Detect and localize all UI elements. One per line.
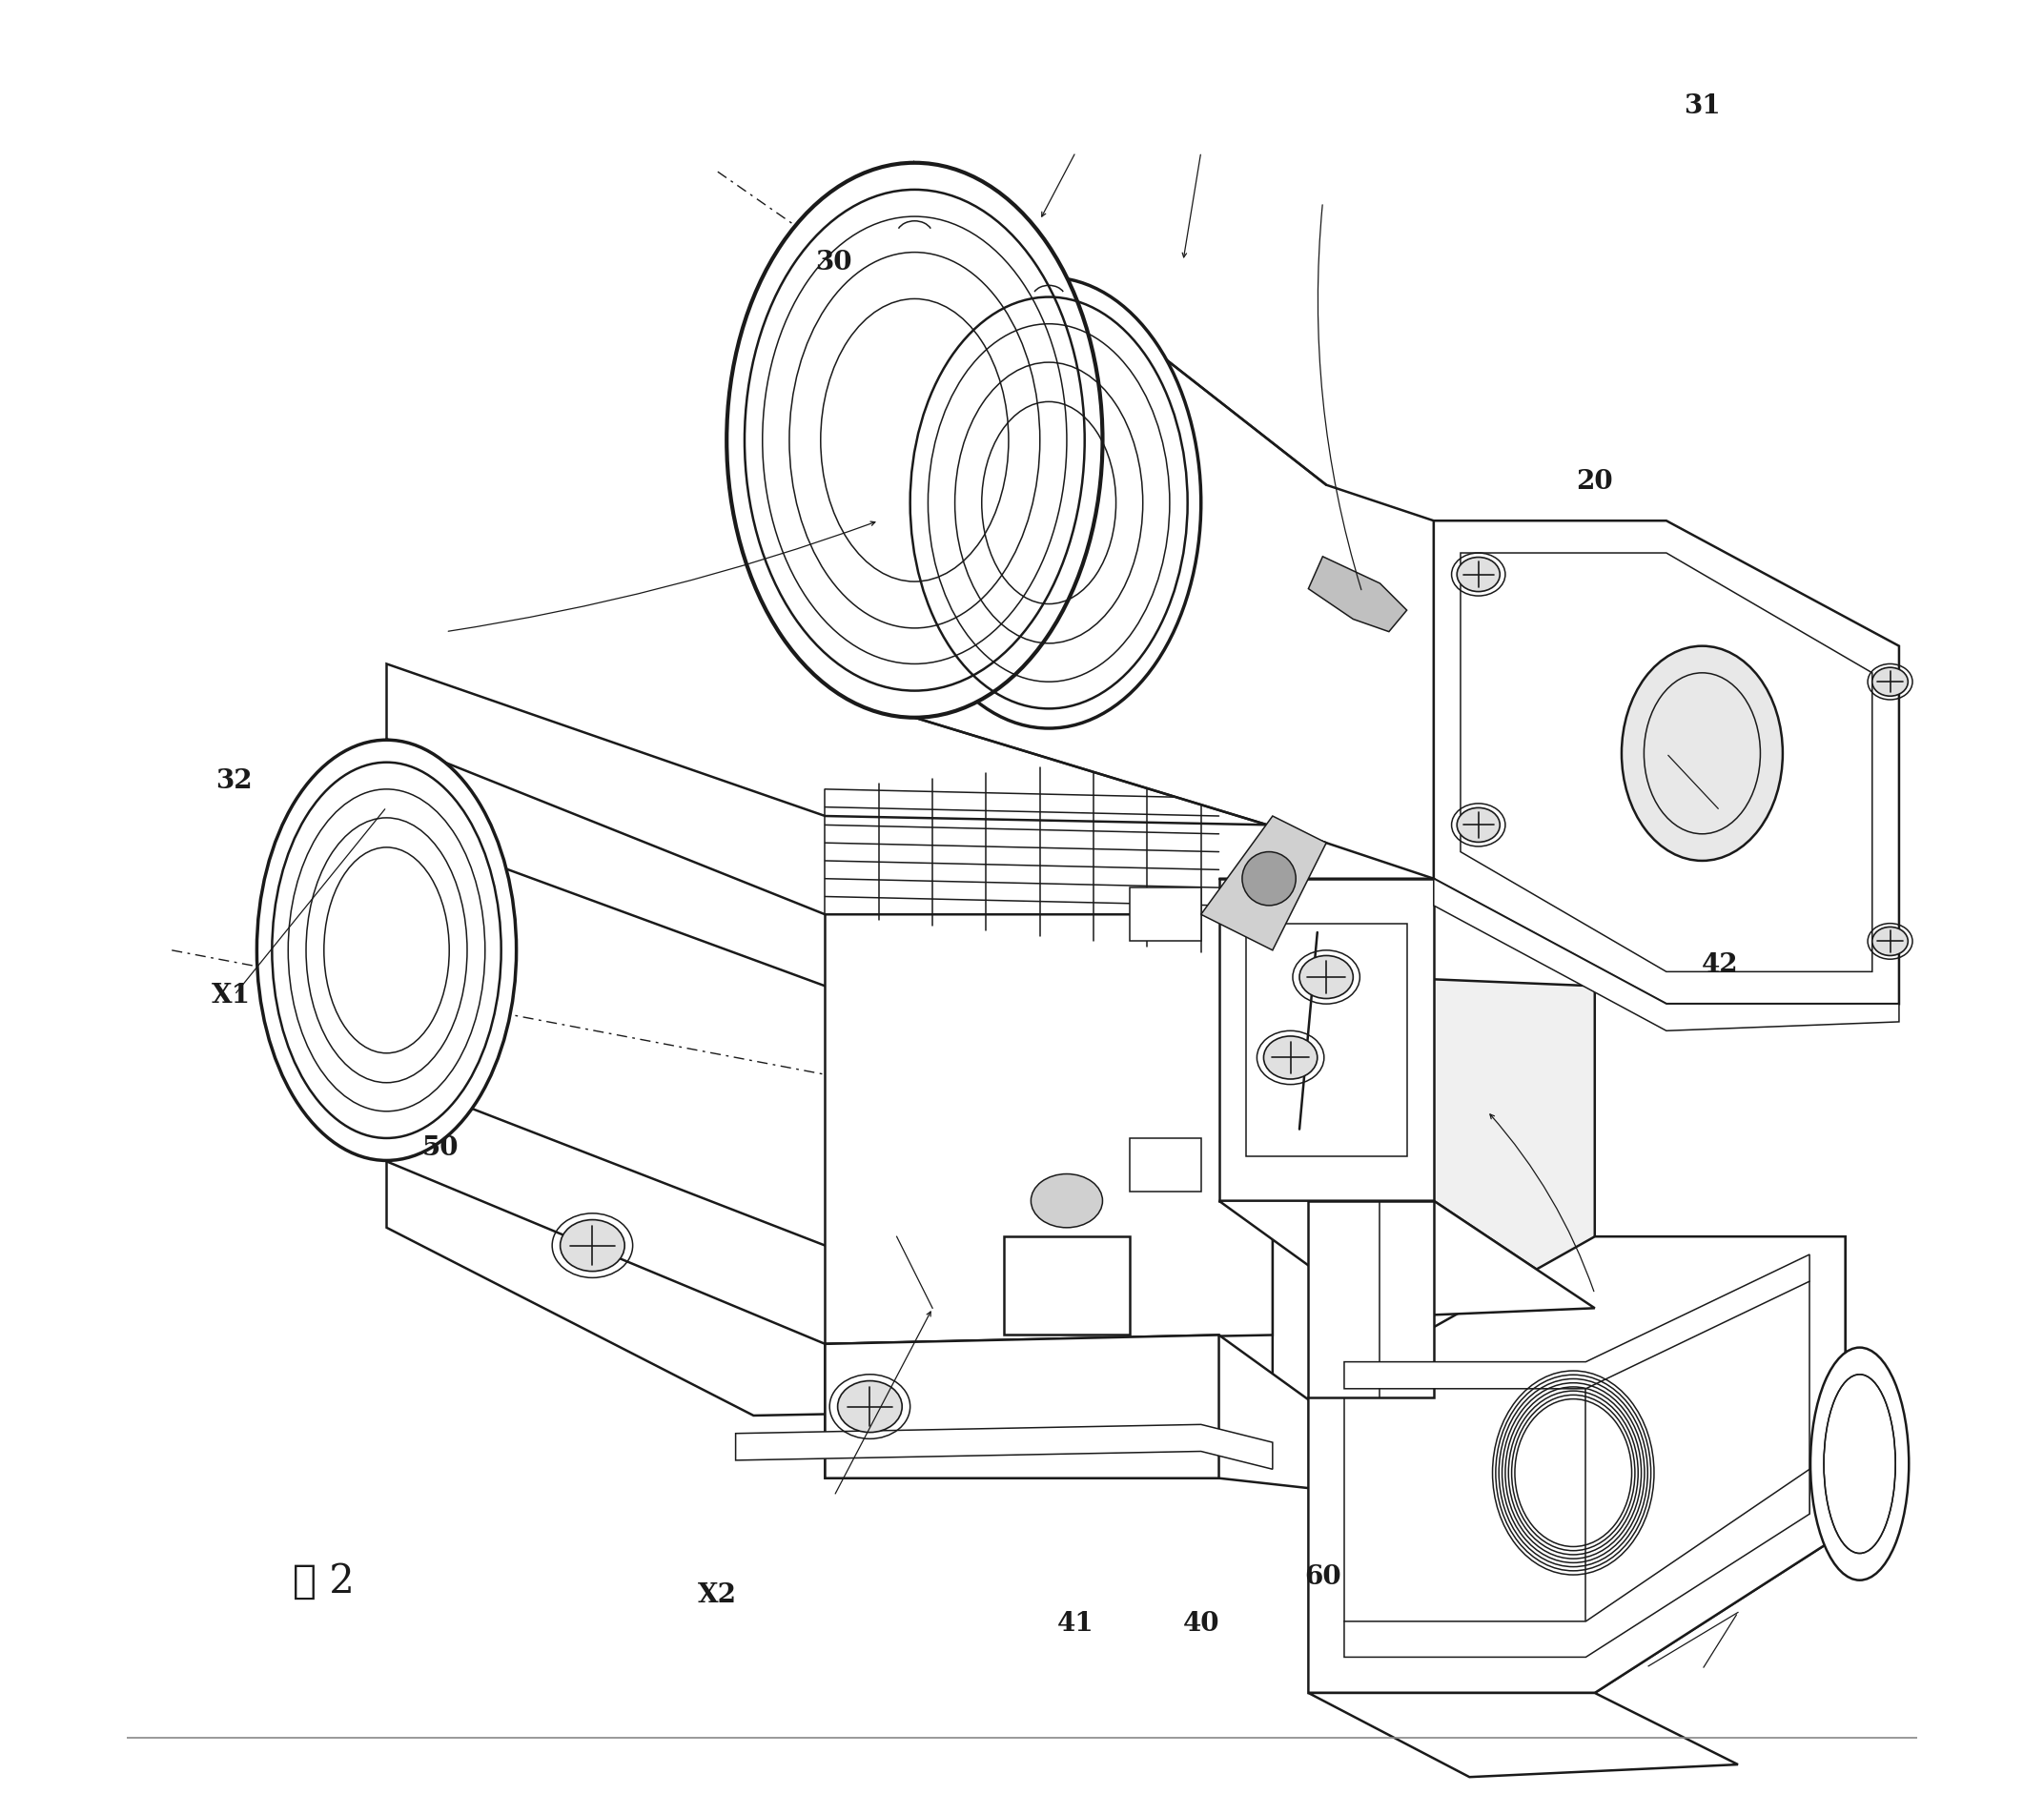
Polygon shape [1308, 1236, 1846, 1694]
Polygon shape [826, 915, 1273, 1344]
Text: 30: 30 [816, 249, 852, 274]
Polygon shape [1461, 554, 1872, 972]
Polygon shape [1308, 1200, 1433, 1398]
Polygon shape [1308, 1694, 1737, 1778]
Polygon shape [1130, 888, 1202, 942]
Polygon shape [1433, 522, 1899, 1005]
Polygon shape [826, 1335, 1218, 1478]
Text: 42: 42 [1703, 953, 1739, 978]
Ellipse shape [1621, 646, 1782, 861]
Polygon shape [1345, 1469, 1809, 1658]
Ellipse shape [560, 1220, 625, 1272]
Ellipse shape [1872, 667, 1907, 696]
Ellipse shape [838, 1381, 901, 1433]
Text: 20: 20 [1576, 470, 1613, 495]
Text: 图 2: 图 2 [292, 1561, 356, 1600]
Ellipse shape [1300, 956, 1353, 999]
Ellipse shape [1872, 927, 1907, 956]
Polygon shape [736, 1424, 1273, 1469]
Polygon shape [826, 1335, 1380, 1496]
Polygon shape [1433, 879, 1594, 1308]
Polygon shape [914, 163, 1433, 879]
Text: X1: X1 [211, 983, 251, 1008]
Text: 50: 50 [421, 1134, 458, 1161]
Polygon shape [386, 1076, 1273, 1415]
Ellipse shape [1457, 558, 1500, 592]
Ellipse shape [897, 278, 1202, 728]
Text: X2: X2 [699, 1582, 738, 1607]
Text: 32: 32 [217, 768, 253, 793]
Text: 31: 31 [1684, 93, 1721, 118]
Polygon shape [1594, 1236, 1846, 1694]
Polygon shape [1433, 879, 1899, 1032]
Polygon shape [1218, 1200, 1594, 1317]
Ellipse shape [1811, 1347, 1909, 1581]
Polygon shape [1202, 816, 1327, 951]
Polygon shape [1218, 879, 1594, 987]
Ellipse shape [1243, 852, 1296, 906]
Text: 60: 60 [1304, 1564, 1341, 1589]
Polygon shape [1308, 558, 1406, 631]
Ellipse shape [728, 163, 1102, 718]
Polygon shape [1345, 1254, 1809, 1389]
Polygon shape [1004, 1236, 1130, 1335]
Polygon shape [1245, 924, 1406, 1157]
Text: 41: 41 [1057, 1611, 1094, 1636]
Ellipse shape [258, 741, 517, 1161]
Ellipse shape [1263, 1037, 1316, 1080]
Text: 40: 40 [1183, 1611, 1220, 1636]
Ellipse shape [1457, 809, 1500, 843]
Polygon shape [1130, 1139, 1202, 1193]
Polygon shape [1218, 879, 1433, 1200]
Polygon shape [386, 664, 1273, 987]
Ellipse shape [1030, 1175, 1102, 1227]
